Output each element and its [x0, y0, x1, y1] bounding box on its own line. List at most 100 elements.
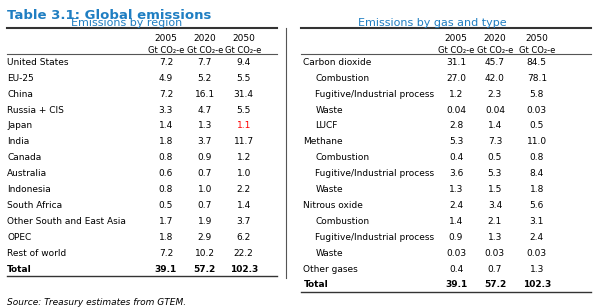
- Text: 4.9: 4.9: [159, 74, 173, 83]
- Text: 9.4: 9.4: [237, 58, 251, 67]
- Text: Gt CO₂-e: Gt CO₂-e: [186, 46, 223, 55]
- Text: 57.2: 57.2: [194, 265, 216, 274]
- Text: Methane: Methane: [304, 137, 343, 146]
- Text: Carbon dioxide: Carbon dioxide: [304, 58, 372, 67]
- Text: Emissions by gas and type: Emissions by gas and type: [358, 18, 507, 28]
- Text: 11.0: 11.0: [526, 137, 547, 146]
- Text: Source: Treasury estimates from GTEM.: Source: Treasury estimates from GTEM.: [7, 298, 186, 307]
- Text: 0.5: 0.5: [488, 153, 502, 162]
- Text: 0.7: 0.7: [198, 169, 212, 178]
- Text: Waste: Waste: [316, 106, 343, 115]
- Text: 0.03: 0.03: [485, 249, 505, 257]
- Text: 0.6: 0.6: [159, 169, 173, 178]
- Text: 3.7: 3.7: [198, 137, 212, 146]
- Text: South Africa: South Africa: [7, 201, 63, 210]
- Text: Table 3.1: Global emissions: Table 3.1: Global emissions: [7, 9, 212, 22]
- Text: China: China: [7, 90, 33, 99]
- Text: 84.5: 84.5: [527, 58, 547, 67]
- Text: 2.1: 2.1: [488, 217, 502, 226]
- Text: 2020: 2020: [484, 34, 506, 43]
- Text: 3.4: 3.4: [488, 201, 502, 210]
- Text: 5.5: 5.5: [236, 106, 251, 115]
- Text: 1.2: 1.2: [237, 153, 251, 162]
- Text: 6.2: 6.2: [237, 233, 251, 242]
- Text: 16.1: 16.1: [195, 90, 215, 99]
- Text: 2.3: 2.3: [488, 90, 502, 99]
- Text: 1.8: 1.8: [159, 137, 173, 146]
- Text: 1.8: 1.8: [529, 185, 544, 194]
- Text: 1.4: 1.4: [449, 217, 463, 226]
- Text: 5.6: 5.6: [529, 201, 544, 210]
- Text: Gt CO₂-e: Gt CO₂-e: [477, 46, 513, 55]
- Text: 0.03: 0.03: [526, 249, 547, 257]
- Text: 0.4: 0.4: [449, 153, 463, 162]
- Text: 0.8: 0.8: [159, 185, 173, 194]
- Text: 0.7: 0.7: [488, 265, 502, 274]
- Text: 78.1: 78.1: [526, 74, 547, 83]
- Text: Australia: Australia: [7, 169, 47, 178]
- Text: 0.7: 0.7: [198, 201, 212, 210]
- Text: 1.3: 1.3: [449, 185, 463, 194]
- Text: 1.8: 1.8: [159, 233, 173, 242]
- Text: 2.8: 2.8: [449, 121, 463, 131]
- Text: 8.4: 8.4: [529, 169, 544, 178]
- Text: 1.3: 1.3: [529, 265, 544, 274]
- Text: 0.9: 0.9: [198, 153, 212, 162]
- Text: 2050: 2050: [232, 34, 255, 43]
- Text: 1.3: 1.3: [488, 233, 502, 242]
- Text: 39.1: 39.1: [445, 280, 467, 290]
- Text: 27.0: 27.0: [446, 74, 466, 83]
- Text: Total: Total: [304, 280, 328, 290]
- Text: 1.4: 1.4: [488, 121, 502, 131]
- Text: 102.3: 102.3: [523, 280, 551, 290]
- Text: 42.0: 42.0: [485, 74, 505, 83]
- Text: Japan: Japan: [7, 121, 32, 131]
- Text: Russia + CIS: Russia + CIS: [7, 106, 64, 115]
- Text: 5.3: 5.3: [449, 137, 463, 146]
- Text: 10.2: 10.2: [195, 249, 215, 257]
- Text: OPEC: OPEC: [7, 233, 32, 242]
- Text: 7.7: 7.7: [198, 58, 212, 67]
- Text: Gt CO₂-e: Gt CO₂-e: [225, 46, 262, 55]
- Text: 1.9: 1.9: [198, 217, 212, 226]
- Text: 0.04: 0.04: [485, 106, 505, 115]
- Text: 0.03: 0.03: [526, 106, 547, 115]
- Text: 2005: 2005: [154, 34, 177, 43]
- Text: 45.7: 45.7: [485, 58, 505, 67]
- Text: 5.5: 5.5: [236, 74, 251, 83]
- Text: 31.4: 31.4: [234, 90, 254, 99]
- Text: 3.6: 3.6: [449, 169, 463, 178]
- Text: Fugitive/Industrial process: Fugitive/Industrial process: [316, 90, 435, 99]
- Text: Waste: Waste: [316, 185, 343, 194]
- Text: 2.4: 2.4: [449, 201, 463, 210]
- Text: 1.0: 1.0: [236, 169, 251, 178]
- Text: 1.1: 1.1: [236, 121, 251, 131]
- Text: United States: United States: [7, 58, 69, 67]
- Text: 2.2: 2.2: [237, 185, 251, 194]
- Text: 39.1: 39.1: [155, 265, 177, 274]
- Text: 1.4: 1.4: [159, 121, 173, 131]
- Text: Fugitive/Industrial process: Fugitive/Industrial process: [316, 169, 435, 178]
- Text: EU-25: EU-25: [7, 74, 34, 83]
- Text: 2020: 2020: [194, 34, 216, 43]
- Text: Gt CO₂-e: Gt CO₂-e: [148, 46, 184, 55]
- Text: 11.7: 11.7: [234, 137, 254, 146]
- Text: India: India: [7, 137, 29, 146]
- Text: 2.9: 2.9: [198, 233, 212, 242]
- Text: Canada: Canada: [7, 153, 41, 162]
- Text: 3.7: 3.7: [236, 217, 251, 226]
- Text: 2005: 2005: [445, 34, 468, 43]
- Text: Combustion: Combustion: [316, 217, 370, 226]
- Text: Gt CO₂-e: Gt CO₂-e: [519, 46, 555, 55]
- Text: Nitrous oxide: Nitrous oxide: [304, 201, 364, 210]
- Text: 57.2: 57.2: [484, 280, 506, 290]
- Text: 102.3: 102.3: [230, 265, 258, 274]
- Text: Combustion: Combustion: [316, 74, 370, 83]
- Text: 1.7: 1.7: [159, 217, 173, 226]
- Text: Total: Total: [7, 265, 32, 274]
- Text: Waste: Waste: [316, 249, 343, 257]
- Text: 1.3: 1.3: [198, 121, 212, 131]
- Text: Rest of world: Rest of world: [7, 249, 67, 257]
- Text: 1.2: 1.2: [449, 90, 463, 99]
- Text: Fugitive/Industrial process: Fugitive/Industrial process: [316, 233, 435, 242]
